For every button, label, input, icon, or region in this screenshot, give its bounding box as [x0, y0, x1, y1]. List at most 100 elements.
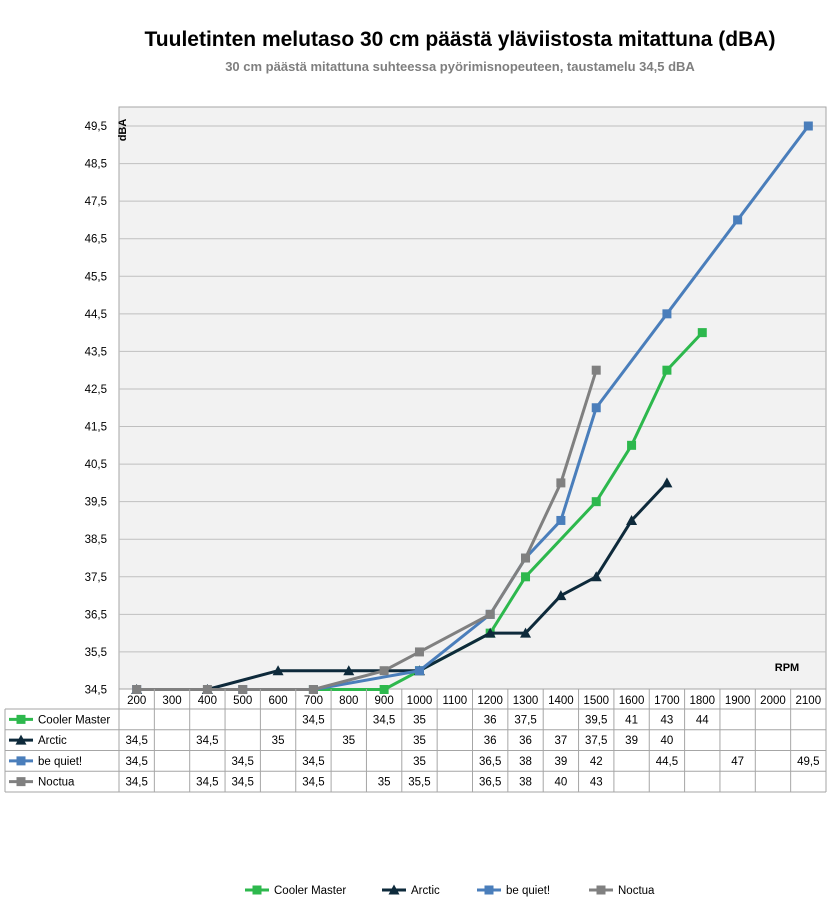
- legend-label: Noctua: [618, 885, 655, 897]
- data-label: 35,5: [408, 777, 430, 789]
- x-tick-label: 1900: [725, 695, 751, 707]
- y-tick-label: 39,5: [85, 497, 107, 509]
- data-point: [414, 647, 424, 657]
- legend-label: be quiet!: [506, 885, 550, 897]
- data-label: 35: [413, 714, 426, 726]
- table-row: Arctic 34,5 34,5 35 35 35 36 36 37 37,5 39 40: [9, 734, 674, 747]
- y-tick-label: 41,5: [85, 422, 107, 434]
- legend-entry: be quiet!: [477, 885, 550, 897]
- data-point: [272, 665, 284, 676]
- data-point: [252, 885, 262, 895]
- x-tick-label: 1400: [548, 695, 574, 707]
- data-point: [414, 666, 424, 676]
- y-tick-label: 43,5: [85, 346, 107, 358]
- x-tick-label: 1600: [619, 695, 645, 707]
- data-label: 38: [519, 756, 532, 768]
- data-label: 36: [484, 735, 497, 747]
- data-label: 34,5: [232, 777, 254, 789]
- data-label: 40: [661, 735, 674, 747]
- data-point: [596, 885, 606, 895]
- legend-label: Cooler Master: [274, 885, 346, 897]
- x-tick-label: 2000: [760, 695, 786, 707]
- x-tick-label: 300: [162, 695, 181, 707]
- data-label: 38: [519, 777, 532, 789]
- table-series-label: be quiet!: [38, 756, 82, 768]
- data-label: 43: [590, 777, 603, 789]
- data-point: [733, 215, 743, 225]
- data-label: 34,5: [125, 735, 147, 747]
- data-point: [484, 627, 496, 638]
- data-point: [591, 497, 601, 507]
- data-point: [485, 609, 495, 619]
- table-series-label: Arctic: [38, 735, 67, 747]
- data-point: [521, 572, 531, 582]
- data-label: 34,5: [302, 714, 324, 726]
- table-series-label: Cooler Master: [38, 714, 110, 726]
- y-tick-label: 34,5: [85, 685, 107, 697]
- data-point: [16, 777, 26, 787]
- y-tick-label: 48,5: [85, 159, 107, 171]
- data-point: [662, 309, 672, 319]
- data-label: 39: [625, 735, 638, 747]
- data-label: 39: [554, 756, 567, 768]
- x-tick-label: 200: [127, 695, 146, 707]
- x-tick-label: 1700: [654, 695, 680, 707]
- data-label: 44,5: [656, 756, 678, 768]
- x-tick-label: 400: [198, 695, 217, 707]
- x-tick-label: 1800: [689, 695, 715, 707]
- chart-subtitle: 30 cm päästä mitattuna suhteessa pyörimi…: [225, 59, 695, 74]
- data-label: 34,5: [125, 756, 147, 768]
- y-axis-ticks: 34,5 35,5 36,5 37,5 38,5 39,5 40,5 41,5 42,5 43,5…: [85, 121, 107, 697]
- legend-entry: Noctua: [589, 885, 655, 897]
- data-label: 35: [272, 735, 285, 747]
- x-tick-label: 1100: [442, 695, 467, 707]
- legend: Cooler Master Arctic be quiet! Noctua: [245, 884, 655, 897]
- y-tick-label: 42,5: [85, 384, 107, 396]
- data-point: [803, 121, 813, 131]
- data-point: [379, 685, 389, 694]
- data-label: 34,5: [302, 756, 324, 768]
- data-label: 37: [554, 735, 567, 747]
- data-label: 47: [731, 756, 744, 768]
- x-tick-label: 1500: [583, 695, 609, 707]
- data-label: 43: [661, 714, 674, 726]
- y-tick-label: 44,5: [85, 309, 107, 321]
- x-tick-label: 1000: [407, 695, 433, 707]
- data-point: [697, 328, 707, 338]
- data-label: 49,5: [797, 756, 819, 768]
- legend-label: Arctic: [411, 885, 440, 897]
- y-tick-label: 49,5: [85, 121, 107, 133]
- data-point: [132, 685, 142, 694]
- data-label: 44: [696, 714, 709, 726]
- data-label: 41: [625, 714, 638, 726]
- x-tick-label: 2100: [796, 695, 822, 707]
- y-axis-label: dBA: [117, 119, 129, 142]
- data-table: 200 300 400 500 600 700 800 900 1000 1100 1200 1300…: [4, 689, 827, 793]
- y-tick-label: 40,5: [85, 459, 107, 471]
- y-tick-label: 38,5: [85, 534, 107, 546]
- data-point: [238, 685, 248, 694]
- x-tick-label: 500: [233, 695, 252, 707]
- data-label: 37,5: [585, 735, 607, 747]
- data-label: 40: [554, 777, 567, 789]
- table-row: Cooler Master 34,5 34,5 35 36 37,5 39,5 41 43 44: [9, 714, 709, 726]
- x-tick-label: 1200: [477, 695, 503, 707]
- chart-title: Tuuletinten melutaso 30 cm päästä ylävii…: [144, 28, 776, 51]
- data-point: [15, 734, 27, 745]
- data-point: [484, 885, 494, 895]
- y-tick-label: 35,5: [85, 647, 107, 659]
- x-tick-label: 700: [304, 695, 323, 707]
- y-tick-label: 47,5: [85, 196, 107, 208]
- legend-entry: Cooler Master: [245, 885, 346, 897]
- table-series-label: Noctua: [38, 777, 75, 789]
- data-point: [343, 665, 355, 676]
- y-tick-label: 45,5: [85, 271, 107, 283]
- data-label: 35: [378, 777, 391, 789]
- data-point: [16, 714, 26, 724]
- data-point: [556, 478, 566, 488]
- table-row: be quiet! 34,5 34,5 34,5 35 36,5 38 39 42 44,5 47 4…: [9, 756, 820, 768]
- data-point: [591, 403, 601, 413]
- data-label: 42: [590, 756, 603, 768]
- plot-area: [118, 106, 827, 690]
- data-point: [627, 440, 637, 450]
